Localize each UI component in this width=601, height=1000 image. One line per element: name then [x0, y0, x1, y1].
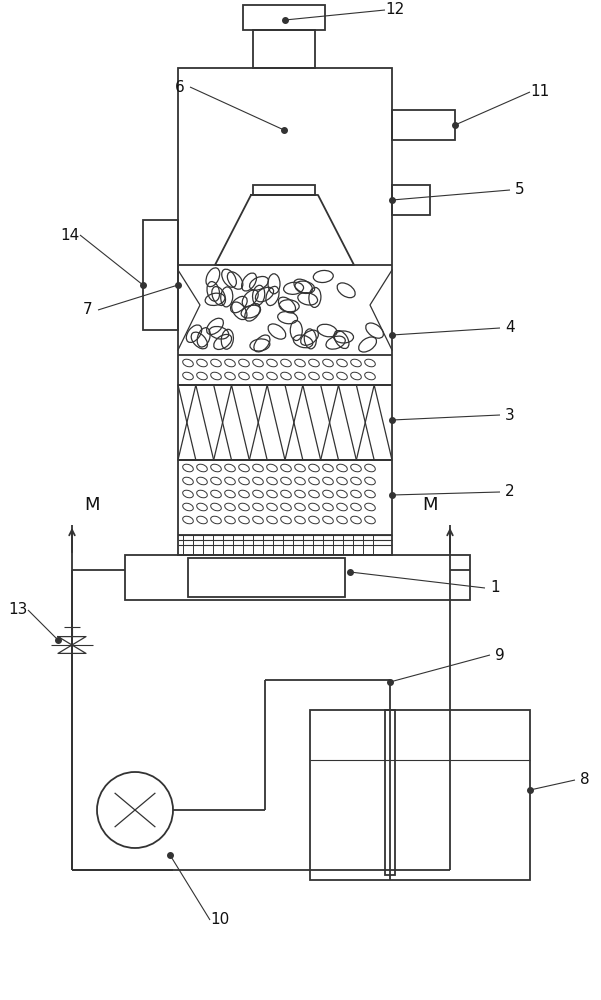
Text: 1: 1 — [490, 580, 500, 595]
Text: 6: 6 — [175, 80, 185, 95]
Text: 11: 11 — [530, 85, 550, 100]
Text: 2: 2 — [505, 485, 515, 499]
Text: 3: 3 — [505, 408, 515, 422]
Bar — [253, 185, 315, 195]
Text: 5: 5 — [515, 182, 525, 198]
Bar — [385, 710, 395, 875]
Text: 14: 14 — [60, 228, 79, 242]
Bar — [253, 30, 315, 68]
Bar — [143, 220, 178, 330]
Bar — [125, 555, 470, 600]
Text: 10: 10 — [210, 912, 230, 928]
Bar — [243, 5, 325, 30]
Bar — [392, 185, 430, 215]
Bar — [188, 558, 345, 597]
Text: 4: 4 — [505, 320, 515, 336]
Text: 9: 9 — [495, 648, 505, 662]
Text: M: M — [84, 496, 100, 514]
Text: 12: 12 — [385, 2, 404, 17]
Text: 13: 13 — [8, 602, 28, 617]
Text: M: M — [423, 496, 438, 514]
Text: 8: 8 — [580, 772, 590, 788]
Bar — [310, 710, 530, 880]
Bar — [392, 110, 455, 140]
Text: 7: 7 — [83, 302, 93, 318]
Bar — [178, 68, 392, 555]
